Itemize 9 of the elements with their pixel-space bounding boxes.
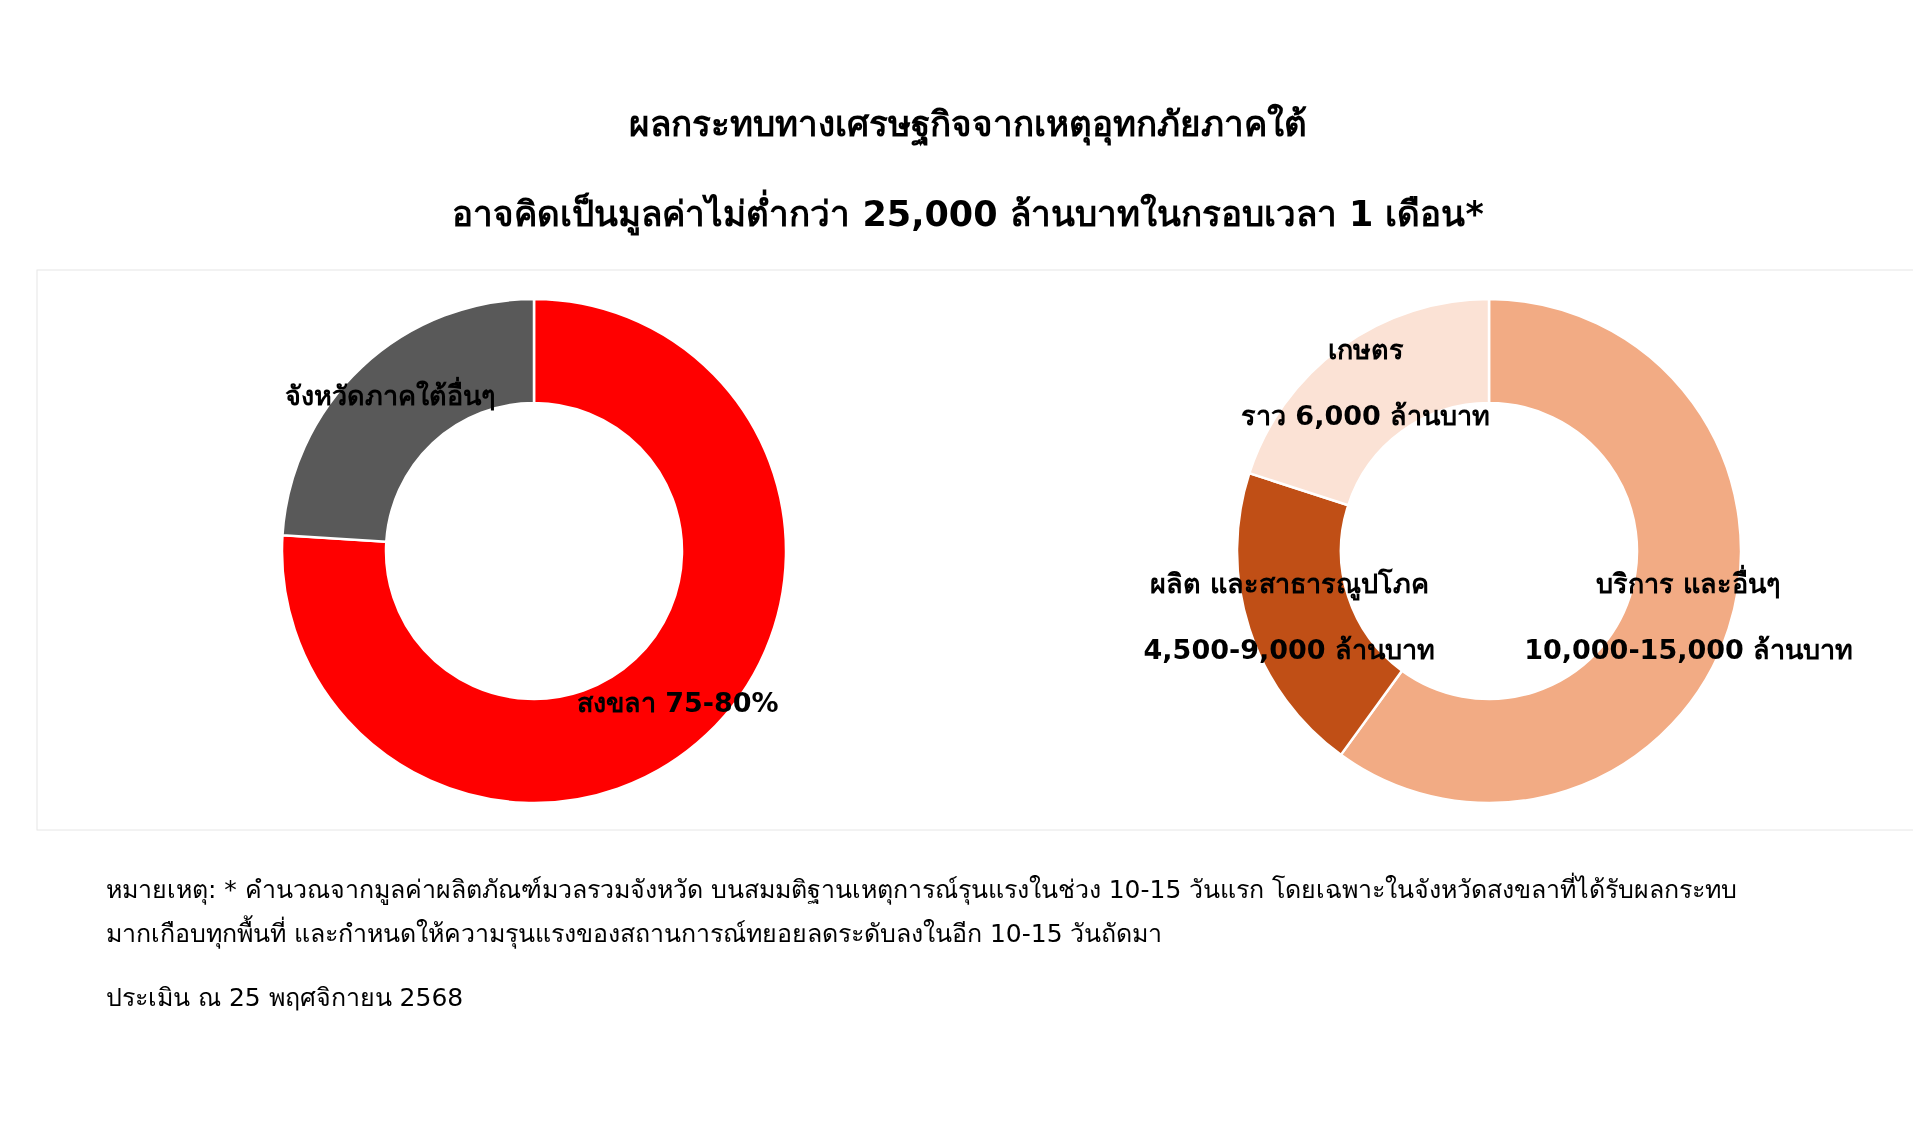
- text: หมายเหตุ: * คำนวณจากมูลค่าผลิตภัณฑ์มวลรวมจังหวัด บนสมมติฐานเหตุการณ์รุนแรงในช่วง 10-15 วันแรก โดยเฉพาะในจังหวัดสงขลาที่ได้รับผลกระทบมากเกือบทุกพื้นที่ และกำหนดให้ความรุนแรงของสถานการณ์ทยอยลดระดับลงในอีก 10-15 วันถัดมา: [106, 871, 1739, 951]
- data-label: ราว 6,000 ล้านบาท: [1240, 399, 1491, 431]
- text: ผลกระทบทางเศรษฐกิจจากเหตุอุทกภัยภาคใต้: [629, 103, 1307, 147]
- slice-label: บริการ และอื่นๆ: [1596, 564, 1782, 600]
- donut-slice: [281, 297, 788, 804]
- slice-label: เกษตร: [1327, 333, 1404, 365]
- data-label: 10,000-15,000 ล้านบาท: [1524, 634, 1854, 666]
- text: อาจคิดเป็นมูลค่าไม่ต่ำกว่า 25,000 ล้านบาทในกรอบเวลา 1 เดือน*: [452, 189, 1484, 236]
- text: ประเมิน ณ 25 พฤศจิกายน 2568: [106, 982, 465, 1014]
